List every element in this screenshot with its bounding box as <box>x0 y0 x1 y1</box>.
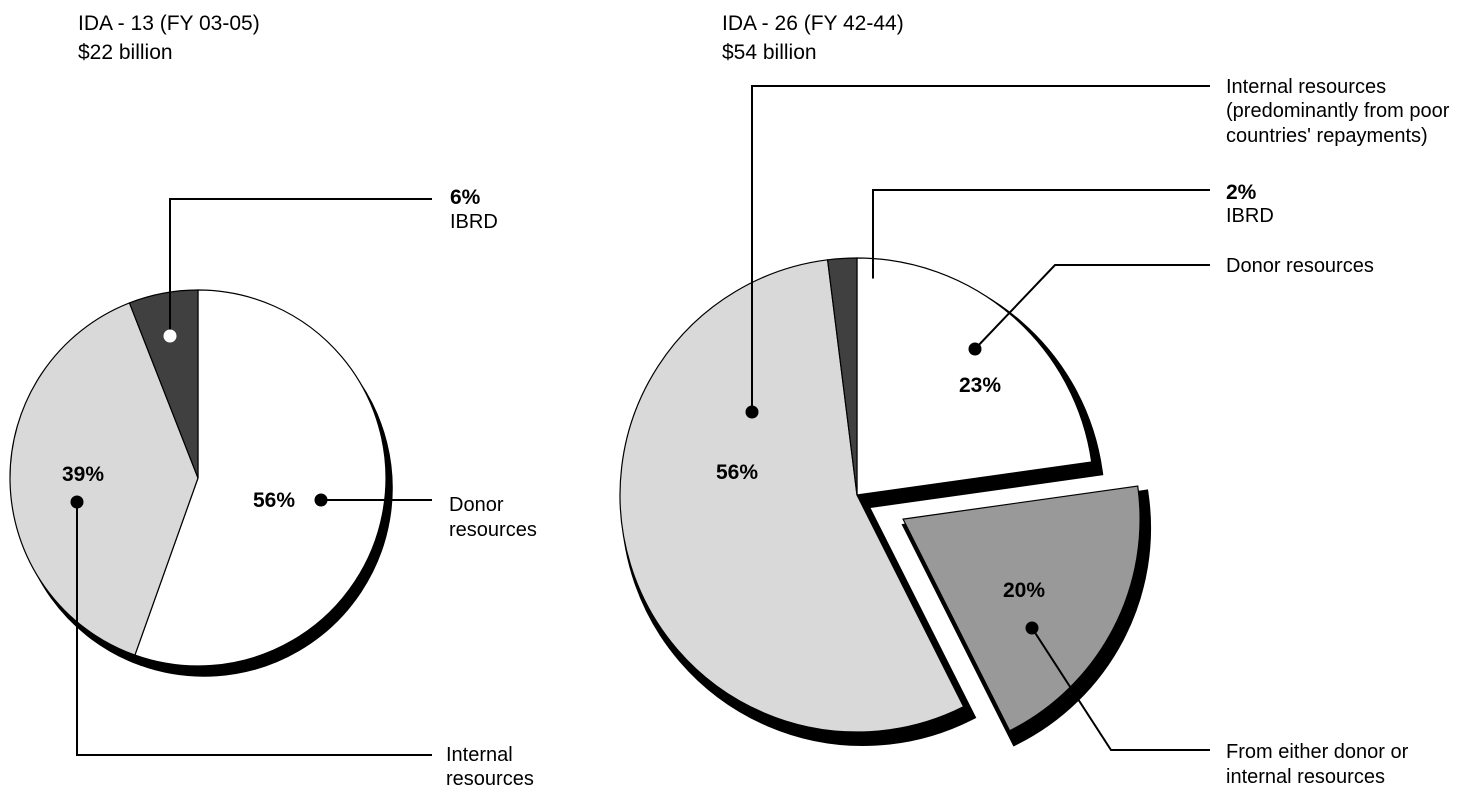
chart1-marker-donor <box>314 493 328 507</box>
chart1-pct-ibrd: 6% <box>450 186 481 209</box>
chart2-label-internal-2: (predominantly from poor <box>1226 100 1450 122</box>
chart1-subtitle: $22 billion <box>78 41 173 64</box>
chart2-label-donor: Donor resources <box>1226 255 1374 277</box>
pie-slice-0 <box>856 257 1093 496</box>
pie-slice-1 <box>9 302 199 656</box>
chart1-label-internal-2: resources <box>446 768 534 790</box>
chart1-marker-ibrd <box>163 329 177 343</box>
pie-slice-1 <box>902 485 1141 732</box>
chart2-title: IDA - 26 (FY 42-44) <box>722 12 904 35</box>
chart2-marker-ibrd <box>866 278 880 292</box>
chart1-label-ibrd: IBRD <box>450 211 498 233</box>
chart2-subtitle: $54 billion <box>722 41 817 64</box>
chart1-pct-donor: 56% <box>253 489 295 512</box>
pie-slice-2 <box>128 289 199 479</box>
chart2-label-internal-1: Internal resources <box>1226 76 1386 98</box>
chart1-label-internal-1: Internal <box>446 744 513 766</box>
chart2-slices <box>619 257 1141 733</box>
chart1-pct-internal: 39% <box>62 463 104 486</box>
chart2-leader-donor <box>974 264 1210 350</box>
chart2-marker-internal <box>745 405 759 419</box>
chart1-title: IDA - 13 (FY 03-05) <box>78 12 260 35</box>
chart2-pct-donor: 23% <box>959 374 1001 397</box>
chart2-leader-internal <box>751 85 1210 412</box>
pie-slice-2 <box>619 259 965 733</box>
chart1-label-donor-1: Donor <box>449 494 504 516</box>
chart2-pct-ibrd: 2% <box>1226 181 1257 204</box>
chart1-label-donor-2: resources <box>449 519 537 541</box>
chart2-label-either-2: internal resources <box>1226 766 1385 788</box>
chart2-marker-donor <box>968 342 982 356</box>
chart2-leader-either <box>1031 627 1210 751</box>
chart2-marker-either <box>1025 621 1039 635</box>
chart2-label-internal-3: countries' repayments) <box>1226 125 1428 147</box>
chart2-leader-ibrd <box>872 189 1210 285</box>
pie-slice-3 <box>826 257 858 496</box>
chart2-pct-internal: 56% <box>716 461 758 484</box>
pie-slice-0 <box>134 289 387 667</box>
chart1-marker-internal <box>70 495 84 509</box>
chart2-label-either-1: From either donor or <box>1226 741 1409 763</box>
chart2-pct-either: 20% <box>1003 579 1045 602</box>
chart1-leader-internal <box>76 502 432 756</box>
chart2-label-ibrd: IBRD <box>1226 205 1274 227</box>
chart1-slices <box>9 289 387 667</box>
chart1-leader-ibrd <box>169 198 432 336</box>
